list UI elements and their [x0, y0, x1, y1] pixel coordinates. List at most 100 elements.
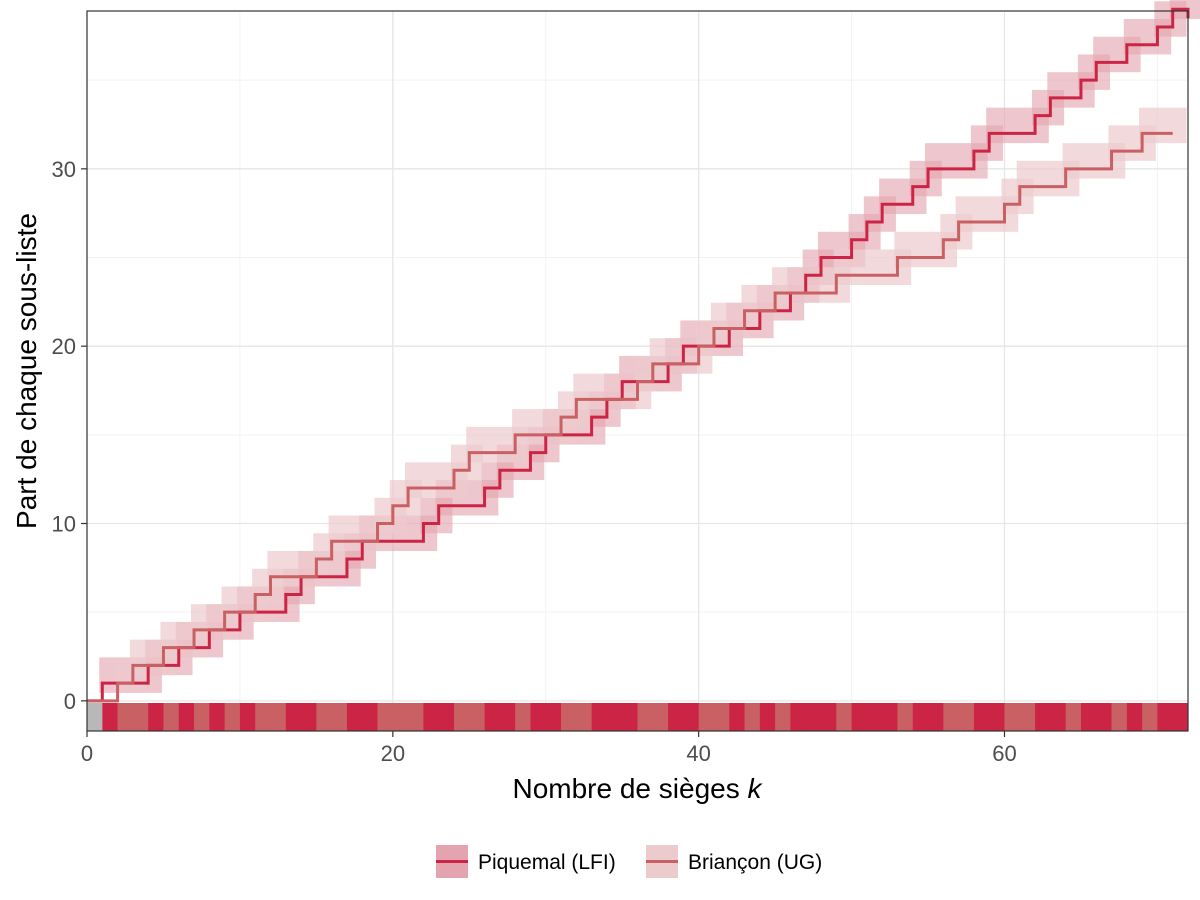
legend-item-piquemal: Piquemal (LFI) [436, 845, 616, 878]
rug-cell [545, 703, 562, 731]
legend: Piquemal (LFI) Briançon (UG) [436, 845, 822, 878]
series-lines [87, 7, 1190, 703]
rug-cell [285, 703, 302, 731]
rug-cell [377, 703, 394, 731]
x-axis-title: Nombre de sièges k [512, 773, 763, 804]
rug-cell [255, 703, 271, 731]
rug-cell [270, 703, 287, 731]
rug-cell [1126, 703, 1143, 731]
rug-cell [346, 703, 363, 731]
rug-cell [148, 703, 164, 731]
rug-cell [515, 703, 531, 731]
rug-cell [1172, 703, 1189, 731]
rug-cell [851, 703, 868, 731]
rug-cell [1035, 703, 1051, 731]
rug-cell [423, 703, 440, 731]
rug-cell [1004, 703, 1021, 731]
rug-cell [132, 703, 149, 731]
rug-cell [1111, 703, 1128, 731]
rug-cell [1080, 703, 1097, 731]
rug-cell [973, 703, 990, 731]
rug-cell [499, 703, 516, 731]
y-axis-title: Part de chaque sous-liste [11, 213, 42, 529]
rug-cell [713, 703, 730, 731]
y-tick-label: 30 [52, 157, 76, 182]
rug-cell [836, 703, 852, 731]
panel-border [86, 10, 1189, 732]
rug-cell [805, 703, 822, 731]
rug-cell [606, 703, 623, 731]
y-tick-label: 10 [52, 512, 76, 537]
rug-cell [1157, 703, 1174, 731]
rug-cell [912, 703, 929, 731]
rug-cell [1142, 703, 1158, 731]
rug-cell [866, 703, 883, 731]
rug-cell [652, 703, 669, 731]
rug-cell [561, 703, 577, 731]
rug-cell [698, 703, 715, 731]
rug-cell [117, 703, 134, 731]
rug-cell [1096, 703, 1112, 731]
seat-rug [87, 703, 1189, 731]
rug-cell [469, 703, 485, 731]
rug-cell [637, 703, 654, 731]
rug-cell [331, 703, 348, 731]
rug-cell [102, 703, 118, 731]
rug-cell [408, 703, 424, 731]
rug-cell [790, 703, 807, 731]
rug-cell [316, 703, 333, 731]
rug-cell [1050, 703, 1067, 731]
rug-cell [484, 703, 501, 731]
x-tick-label: 20 [381, 741, 405, 766]
series-line-piquemal [87, 7, 1190, 703]
rug-cell [1019, 703, 1036, 731]
rug-cell [362, 703, 378, 731]
x-axis-ticks: 0 20 40 60 [81, 731, 1017, 766]
uncertainty-bands [99, 0, 1200, 693]
x-axis-title-variable: k [748, 773, 764, 804]
legend-item-briancon: Briançon (UG) [646, 845, 822, 878]
rug-cell [882, 703, 898, 731]
rug-cell [622, 703, 638, 731]
rug-cell [729, 703, 745, 731]
rug-cell [928, 703, 944, 731]
rug-cell [821, 703, 837, 731]
rug-cell [958, 703, 975, 731]
rug-cell-undetermined [87, 703, 103, 731]
rug-cell [224, 703, 241, 731]
rug-cell [759, 703, 776, 731]
rug-cell [239, 703, 256, 731]
x-tick-label: 40 [686, 741, 710, 766]
x-tick-label: 0 [81, 741, 93, 766]
y-tick-label: 20 [52, 334, 76, 359]
rug-cell [744, 703, 761, 731]
rug-cell [989, 703, 1005, 731]
rug-cell [392, 703, 409, 731]
rug-cell [1065, 703, 1082, 731]
rug-cell [683, 703, 700, 731]
series-line-briancon [87, 131, 1173, 703]
rug-cell [775, 703, 791, 731]
rug-cell [668, 703, 684, 731]
band-briancon [1139, 107, 1187, 144]
rug-cell [530, 703, 547, 731]
y-axis-ticks: 0 10 20 30 [52, 157, 87, 714]
rug-cell [943, 703, 960, 731]
rug-cell [301, 703, 317, 731]
rug-cell [576, 703, 593, 731]
rug-cell [454, 703, 470, 731]
x-tick-label: 60 [992, 741, 1016, 766]
legend-label-briancon: Briançon (UG) [688, 851, 822, 874]
rug-cell [897, 703, 914, 731]
rug-cell [209, 703, 226, 731]
rug-cell [178, 703, 195, 731]
rug-cell [163, 703, 180, 731]
rug-cell [194, 703, 210, 731]
x-axis-title-text: Nombre de sièges [512, 773, 739, 804]
rug-cell [591, 703, 608, 731]
y-tick-label: 0 [64, 689, 76, 714]
legend-label-piquemal: Piquemal (LFI) [478, 851, 616, 874]
rug-cell [438, 703, 455, 731]
